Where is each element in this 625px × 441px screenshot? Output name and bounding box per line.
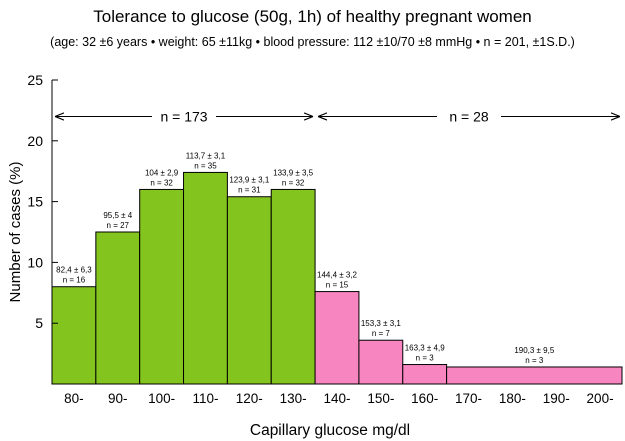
- x-tick-label: 130-: [280, 391, 307, 406]
- bar-label-mean: 163,3 ± 4,9: [405, 344, 446, 353]
- y-tick-label: 25: [27, 72, 43, 88]
- y-tick-label: 10: [27, 254, 43, 270]
- bar-0: [51, 286, 97, 385]
- bar-3: [183, 171, 228, 385]
- x-tick-label: 190-: [543, 391, 570, 406]
- bar-9: [446, 366, 623, 385]
- bar-label-n: n = 32: [150, 178, 173, 187]
- bar-label-n: n = 16: [63, 276, 86, 285]
- bar-label-n: n = 3: [525, 356, 544, 365]
- x-tick-label: 110-: [192, 391, 218, 406]
- x-tick-label: 180-: [499, 391, 526, 406]
- bar-4: [226, 196, 272, 385]
- bar-label-n: n = 3: [416, 354, 435, 363]
- y-tick-label: 20: [27, 133, 43, 149]
- x-tick-label: 80-: [64, 391, 84, 406]
- x-axis-label: Capillary glucose mg/dl: [250, 422, 410, 439]
- bar-label-n: n = 15: [326, 281, 349, 290]
- bar-label-mean: 113,7 ± 3,1: [186, 151, 226, 160]
- bar-label-n: n = 32: [282, 178, 305, 187]
- x-tick-label: 160-: [411, 391, 438, 406]
- x-tick-label: 120-: [236, 391, 263, 406]
- chart-subtitle: (age: 32 ±6 years • weight: 65 ±11kg • b…: [50, 35, 575, 49]
- bar-label-mean: 190,3 ± 9,5: [514, 346, 555, 355]
- bar-label-mean: 95,5 ± 4: [103, 211, 132, 220]
- bar-label-n: n = 31: [238, 186, 261, 195]
- bar-label-n: n = 27: [107, 221, 130, 230]
- bar-label-mean: 82,4 ± 6,3: [56, 266, 92, 275]
- x-tick-label: 140-: [323, 391, 350, 406]
- x-tick-label: 100-: [148, 391, 175, 406]
- x-tick-label: 170-: [455, 391, 482, 406]
- bar-2: [139, 188, 185, 385]
- x-tick-label: 150-: [367, 391, 394, 406]
- bar-label-n: n = 7: [372, 329, 391, 338]
- bar-label-mean: 133,9 ± 3,5: [273, 168, 314, 177]
- range-annotation-label: n = 28: [449, 108, 489, 124]
- bar-6: [314, 291, 360, 385]
- chart-title: Tolerance to glucose (50g, 1h) of health…: [93, 7, 532, 26]
- bar-8: [402, 364, 448, 385]
- bar-1: [95, 231, 141, 385]
- bar-label-n: n = 35: [194, 161, 217, 170]
- bar-label-mean: 104 ± 2,9: [145, 168, 179, 177]
- bar-label-mean: 153,3 ± 3,1: [361, 319, 402, 328]
- y-axis-label: Number of cases (%): [7, 162, 24, 303]
- y-tick-label: 5: [35, 315, 43, 331]
- y-tick-label: 15: [27, 194, 43, 210]
- x-tick-label: 200-: [587, 391, 614, 406]
- x-tick-label: 90-: [108, 391, 128, 406]
- bar-5: [270, 188, 316, 385]
- range-annotation-label: n = 173: [160, 108, 207, 124]
- bar-label-mean: 144,4 ± 3,2: [317, 271, 358, 280]
- bar-label-mean: 123,9 ± 3,1: [229, 176, 270, 185]
- bar-7: [358, 339, 404, 385]
